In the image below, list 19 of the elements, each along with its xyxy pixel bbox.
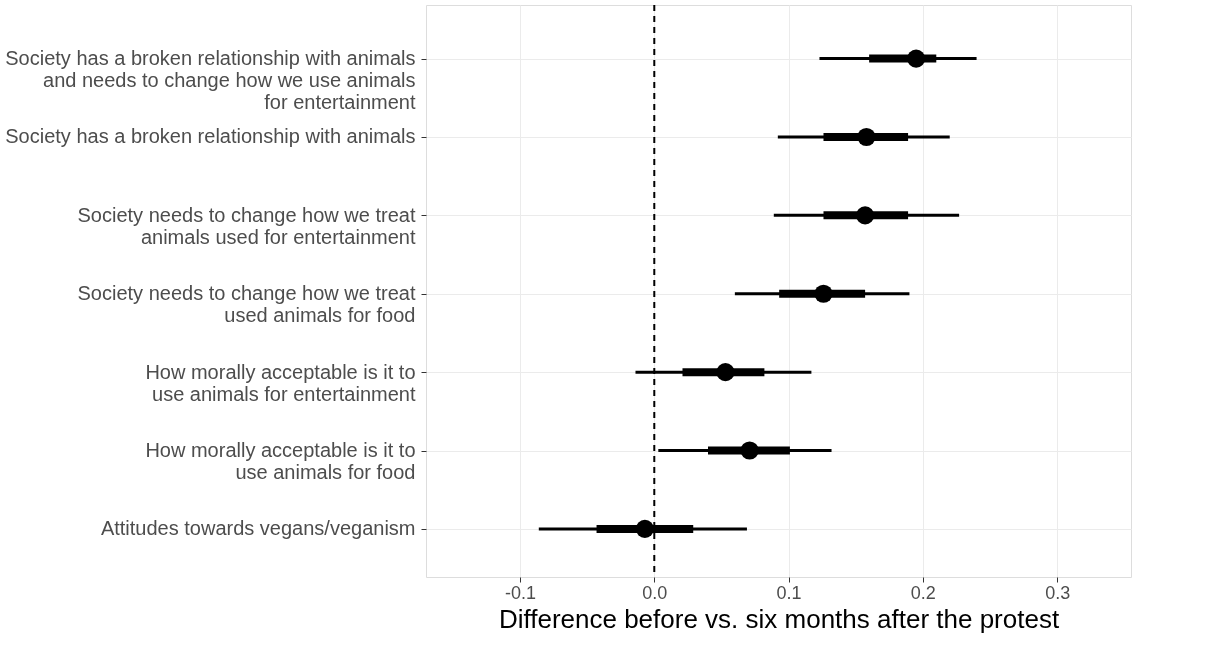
point [716, 363, 735, 382]
y-tick-label: How morally acceptable is it to use animals for entertainment [145, 360, 416, 405]
x-tick-label: 0.1 [776, 582, 802, 603]
point [635, 519, 654, 538]
point [857, 127, 876, 147]
point [740, 441, 759, 460]
x-axis-title: Difference before vs. six months after the protest [498, 603, 1060, 634]
y-tick-label: How morally acceptable is it to use animals for food [145, 439, 416, 484]
y-tick-label: Society has a broken relationship with animals and needs to change how we use animals for entertainment [5, 47, 416, 114]
x-tick-label: 0.2 [910, 582, 936, 603]
y-tick-label: Society has a broken relationship with animals [5, 125, 416, 148]
y-tick-label: Society needs to change how we treat animals used for entertainment [77, 203, 416, 248]
point [814, 284, 833, 303]
x-tick-label: -0.1 [504, 582, 537, 603]
y-tick-label: Attitudes towards vegans/veganism [100, 517, 416, 540]
y-tick-label: Society needs to change how we treat used animals for food [77, 282, 416, 327]
x-tick-label: 0.0 [642, 582, 668, 603]
x-tick-label: 0.3 [1045, 582, 1071, 603]
point [856, 206, 875, 225]
